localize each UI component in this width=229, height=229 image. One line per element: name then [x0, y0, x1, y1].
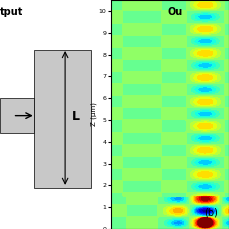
Text: L: L — [72, 110, 80, 123]
Text: tput: tput — [0, 7, 23, 17]
FancyBboxPatch shape — [34, 50, 91, 188]
FancyBboxPatch shape — [0, 98, 34, 133]
Text: (b): (b) — [204, 207, 218, 218]
Text: Ou: Ou — [167, 7, 183, 17]
Y-axis label: Z (μm): Z (μm) — [91, 103, 97, 126]
